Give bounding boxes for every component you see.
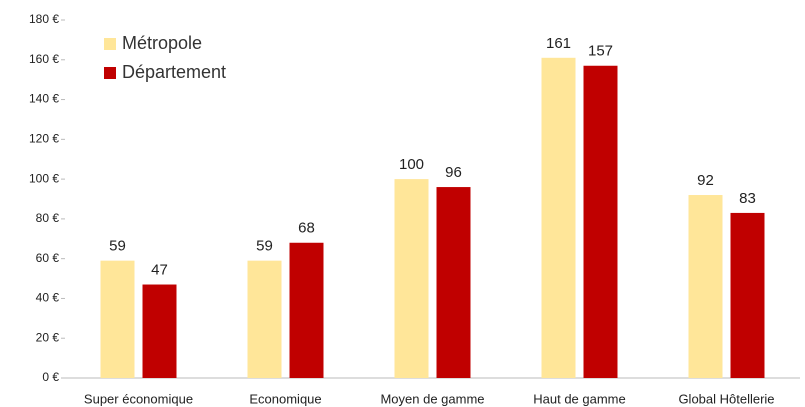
data-label: 92	[697, 172, 714, 189]
data-label: 83	[739, 190, 756, 207]
data-label: 96	[445, 164, 462, 181]
legend-label: Métropole	[122, 33, 202, 53]
y-tick-label: 140 €	[29, 92, 59, 106]
legend-label: Département	[122, 62, 226, 82]
data-label: 157	[588, 43, 613, 60]
data-label: 59	[109, 238, 126, 255]
legend-swatch	[104, 38, 116, 50]
y-tick-label: 100 €	[29, 171, 59, 185]
data-label: 47	[151, 261, 168, 278]
data-label: 68	[298, 220, 315, 237]
y-tick-label: 80 €	[36, 211, 60, 225]
y-tick-label: 120 €	[29, 132, 59, 146]
y-tick-label: 40 €	[36, 291, 60, 305]
data-label: 100	[399, 156, 424, 173]
y-tick-label: 180 €	[29, 12, 59, 26]
x-tick-label: Global Hôtellerie	[678, 391, 774, 406]
data-label: 59	[256, 238, 273, 255]
x-tick-label: Moyen de gamme	[380, 391, 484, 406]
data-label: 161	[546, 35, 571, 52]
bar	[100, 260, 135, 378]
bar	[436, 187, 471, 378]
y-tick-label: 20 €	[36, 330, 60, 344]
legend-swatch	[104, 67, 116, 79]
x-tick-label: Super économique	[84, 391, 193, 406]
x-tick-label: Economique	[249, 391, 321, 406]
y-tick-label: 0 €	[42, 370, 59, 384]
y-tick-label: 60 €	[36, 251, 60, 265]
bar	[583, 65, 618, 378]
bar	[541, 57, 576, 379]
bar	[142, 284, 177, 378]
bar	[289, 242, 324, 378]
y-tick-label: 160 €	[29, 52, 59, 66]
bar	[688, 195, 723, 378]
bar	[730, 212, 765, 378]
x-tick-label: Haut de gamme	[533, 391, 626, 406]
bar	[394, 179, 429, 378]
bar	[247, 260, 282, 378]
